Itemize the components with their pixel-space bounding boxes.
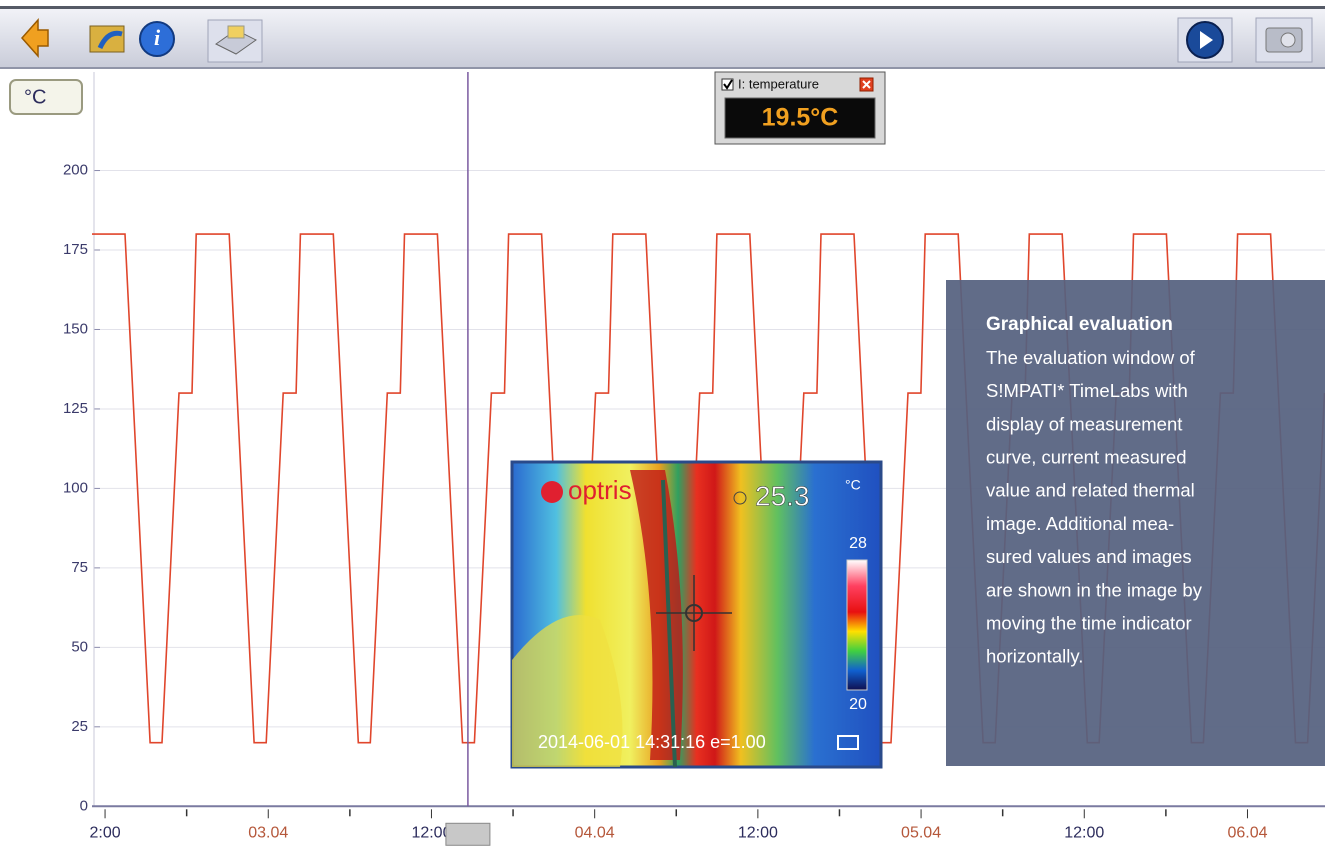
toolbar: i bbox=[0, 6, 1325, 69]
checkbox-check bbox=[723, 79, 733, 90]
camera-lens bbox=[1280, 32, 1296, 48]
time-slider-handle[interactable] bbox=[445, 822, 491, 846]
info-box: Graphical evaluation The evaluation wind… bbox=[946, 280, 1325, 766]
readout-display bbox=[724, 97, 876, 139]
info-line: moving the time indicator bbox=[986, 612, 1192, 633]
y-tick-label: 0 bbox=[80, 797, 88, 814]
play-glyph bbox=[1200, 31, 1213, 49]
y-tick-label: 175 bbox=[63, 241, 88, 258]
open-button[interactable] bbox=[89, 25, 125, 53]
unit-button-frame bbox=[9, 79, 83, 115]
y-tick-label: 150 bbox=[63, 320, 88, 337]
battery-icon bbox=[837, 735, 859, 750]
info-icon bbox=[139, 21, 175, 57]
unit-button[interactable]: °C bbox=[9, 79, 83, 115]
y-tick-label: 50 bbox=[71, 638, 88, 655]
y-tick-label: 75 bbox=[71, 559, 88, 576]
info-line: curve, current measured bbox=[986, 446, 1187, 467]
x-tick-label: 03.04 bbox=[248, 825, 288, 842]
y-tick-label: 25 bbox=[71, 718, 88, 735]
thermal-hot-region bbox=[630, 470, 683, 760]
optris-logo bbox=[541, 481, 563, 503]
close-glyph bbox=[862, 80, 871, 89]
readout-widget: I: temperature 19.5°C bbox=[714, 71, 886, 145]
readout-label: I: temperature bbox=[738, 76, 819, 91]
x-tick-label: 2:00 bbox=[89, 825, 120, 842]
y-tick-label: 200 bbox=[63, 162, 88, 179]
thermal-warm-region bbox=[512, 615, 623, 767]
info-glyph: i bbox=[154, 25, 161, 50]
x-tick-label: 12:00 bbox=[411, 825, 451, 842]
toolbar-top-border bbox=[0, 6, 1325, 9]
back-button[interactable] bbox=[20, 18, 49, 58]
x-tick-label: 04.04 bbox=[575, 825, 615, 842]
x-tick-label: 12:00 bbox=[738, 825, 778, 842]
scale-min: 20 bbox=[849, 696, 867, 713]
info-line: sured values and images bbox=[986, 546, 1192, 567]
folder-arrow bbox=[97, 30, 123, 50]
spot-icon bbox=[733, 491, 747, 505]
x-tick-label: 05.04 bbox=[901, 825, 941, 842]
info-line: horizontally. bbox=[986, 646, 1083, 667]
info-line: value and related thermal bbox=[986, 480, 1195, 501]
color-bar bbox=[846, 559, 868, 691]
optris-brand: optris bbox=[568, 475, 632, 505]
info-box-bg bbox=[946, 280, 1325, 766]
thermal-image: optris 25.3 °C 28 20 2014-06-01 14:31:16… bbox=[510, 460, 883, 769]
y-tick-label: 125 bbox=[63, 400, 88, 417]
info-button[interactable]: i bbox=[139, 21, 175, 57]
toolbar-bg bbox=[0, 8, 1325, 68]
toolbar-bottom-border bbox=[0, 67, 1325, 69]
crosshair bbox=[656, 575, 732, 651]
play-button[interactable] bbox=[1177, 17, 1233, 63]
info-line: S!MPATI* TimeLabs with bbox=[986, 380, 1188, 401]
x-tick-label: 06.04 bbox=[1227, 825, 1267, 842]
spot-unit: °C bbox=[845, 477, 861, 493]
scale-max: 28 bbox=[849, 535, 867, 552]
print-button[interactable] bbox=[207, 19, 263, 63]
readout-checkbox[interactable] bbox=[721, 78, 734, 91]
info-title: Graphical evaluation bbox=[986, 314, 1173, 335]
camera-button[interactable] bbox=[1255, 17, 1313, 63]
spot-value: 25.3 bbox=[755, 480, 810, 511]
printer-paper bbox=[227, 25, 245, 39]
info-line: are shown in the image by bbox=[986, 579, 1203, 600]
unit-button-label: °C bbox=[24, 86, 46, 108]
info-line: The evaluation window of bbox=[986, 347, 1196, 368]
x-tick-label: 12:00 bbox=[1064, 825, 1104, 842]
thermal-pipe bbox=[661, 479, 677, 768]
y-tick-label: 100 bbox=[63, 479, 88, 496]
readout-value: 19.5°C bbox=[762, 104, 839, 132]
thermal-footer: 2014-06-01 14:31:16 e=1.00 bbox=[538, 732, 766, 752]
info-line: display of measurement bbox=[986, 413, 1182, 434]
info-line: image. Additional mea- bbox=[986, 513, 1174, 534]
